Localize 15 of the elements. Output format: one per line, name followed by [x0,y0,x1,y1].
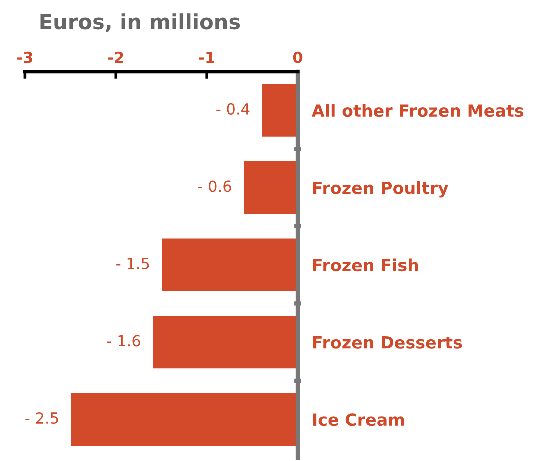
y-tick-label: Frozen Desserts [313,336,462,349]
data-label: - 2.5 [26,412,58,424]
data-label: - 1.6 [107,335,140,347]
y-tick-label: Frozen Poultry [313,181,449,198]
data-label: - 0.4 [216,103,250,115]
x-tick-label: -1 [199,52,215,64]
data-label: - 0.6 [198,180,232,192]
x-axis-title: Euros, in millions [40,14,240,32]
x-tick-label: -2 [108,52,124,64]
data-label: - 1.5 [116,258,150,270]
x-tick-label: 0 [293,52,303,64]
y-tick-label: Ice Cream [313,414,404,426]
x-tick-label: -3 [18,52,32,64]
y-tick-label: All other Frozen Meats [312,104,524,118]
y-tick-label: Frozen Fish [313,258,418,272]
